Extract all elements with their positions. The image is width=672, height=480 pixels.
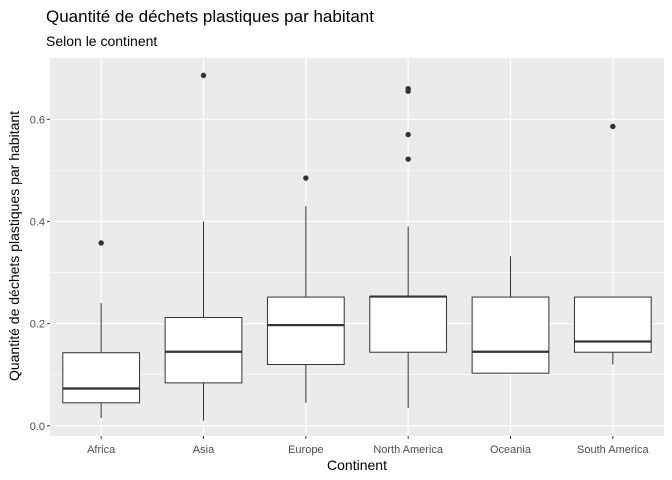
x-tick-label: Europe xyxy=(288,444,323,456)
y-tick-label: 0.6 xyxy=(30,114,45,126)
x-tick-label: North America xyxy=(373,444,444,456)
panel-background xyxy=(50,58,664,436)
x-tick-label: Oceania xyxy=(490,444,532,456)
x-tick-label: Africa xyxy=(87,444,116,456)
box-iqr xyxy=(62,352,141,404)
box-europe xyxy=(266,175,345,403)
outlier-point xyxy=(405,131,411,138)
outlier-point xyxy=(303,175,309,181)
box-iqr xyxy=(369,296,448,353)
box-asia xyxy=(164,72,243,421)
outlier-point xyxy=(200,72,207,79)
chart-title: Quantité de déchets plastiques par habit… xyxy=(46,7,374,26)
plot-panel: 0.0 0.2 0.4 0.6 Africa Asia Europe North Americ… xyxy=(30,58,664,456)
box-iqr xyxy=(164,316,243,384)
outlier-point xyxy=(405,85,411,92)
box-oceania xyxy=(471,256,550,374)
x-tick-label: South America xyxy=(577,444,649,456)
outlier-point xyxy=(610,123,616,130)
box-iqr xyxy=(471,296,550,374)
outlier-point xyxy=(405,156,411,162)
box-iqr xyxy=(266,296,345,365)
x-tick-label: Asia xyxy=(193,444,215,456)
y-tick-label: 0.0 xyxy=(30,421,45,433)
box-south-america xyxy=(573,123,652,365)
box-north-america xyxy=(369,85,448,408)
y-tick-label: 0.2 xyxy=(30,319,45,331)
box-iqr xyxy=(573,296,652,353)
y-axis-title: Quantité de déchets plastiques par habit… xyxy=(6,111,22,381)
chart-subtitle: Selon le continent xyxy=(46,33,157,49)
x-axis-title: Continent xyxy=(327,457,387,473)
box-africa xyxy=(62,240,141,419)
outlier-point xyxy=(98,240,104,246)
y-tick-label: 0.4 xyxy=(30,216,45,228)
